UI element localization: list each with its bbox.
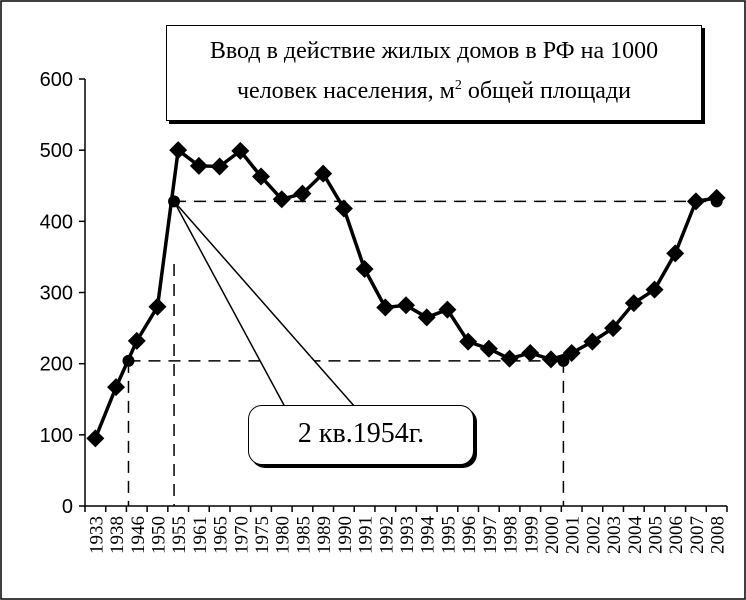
reference-point	[168, 195, 181, 208]
series-polyline	[93, 146, 717, 440]
x-tick-label: 1989	[314, 516, 335, 554]
x-tick-label: 1997	[480, 516, 501, 554]
markers	[86, 141, 726, 448]
data-point	[189, 156, 208, 175]
chart-title-line1: Ввод в действие жилых домов в РФ на 1000	[209, 38, 659, 64]
x-tick-label: 2004	[625, 516, 646, 555]
x-tick-label: 1998	[501, 516, 522, 554]
x-tick-label: 1980	[273, 516, 294, 554]
x-tick-label: 2000	[542, 516, 563, 554]
x-tick-label: 1985	[293, 516, 314, 554]
callout-pointer-shape	[173, 200, 357, 408]
data-point	[127, 331, 146, 350]
y-tick-label: 200	[40, 354, 73, 376]
data-point	[397, 296, 415, 315]
x-tick-label: 1950	[148, 516, 169, 554]
data-point	[541, 350, 560, 369]
x-tick-label: 1993	[397, 516, 418, 554]
data-point	[272, 190, 291, 209]
y-tick-label: 500	[40, 140, 73, 162]
data-point	[666, 244, 685, 263]
data-point	[438, 300, 457, 319]
x-tick-label: 1996	[459, 516, 480, 554]
x-tick-label: 1992	[376, 516, 397, 554]
x-tick-label: 2006	[666, 516, 687, 554]
x-tick-label: 1946	[128, 516, 149, 554]
x-tick-label: 2007	[687, 516, 708, 554]
data-point	[107, 378, 126, 397]
x-tick-label: 1933	[86, 516, 107, 554]
axes	[79, 78, 728, 512]
y-tick-label: 300	[40, 283, 73, 305]
reference-lines	[127, 200, 717, 506]
x-tick-label: 2005	[646, 516, 667, 554]
annotation-callout: 2 кв.1954г.	[248, 405, 474, 465]
data-point	[231, 141, 250, 160]
x-tick-label: 1965	[211, 516, 232, 554]
chart-title-box: Ввод в действие жилых домов в РФ на 1000…	[166, 25, 702, 121]
data-point	[148, 297, 167, 316]
data-point	[686, 192, 705, 211]
data-point	[521, 343, 540, 362]
series-line	[93, 146, 717, 440]
x-tick-label: 1975	[252, 516, 273, 554]
chart-title-line2-tail: общей площади	[461, 78, 632, 104]
data-point	[169, 141, 188, 160]
chart-title-line2: человек населения, м2 общей площади	[167, 78, 701, 105]
data-point	[417, 308, 436, 327]
x-tick-label: 2003	[604, 516, 625, 554]
y-tick-label: 100	[40, 425, 73, 447]
data-point	[583, 332, 602, 351]
x-tick-label: 1970	[231, 516, 252, 554]
x-tick-label: 1955	[169, 516, 190, 554]
x-tick-label: 1995	[438, 516, 459, 554]
callout-pointer	[173, 200, 357, 408]
y-tick-label: 400	[40, 211, 73, 233]
data-point	[500, 349, 519, 368]
reference-point	[557, 354, 570, 367]
x-tick-label: 1994	[418, 516, 439, 555]
data-point	[86, 429, 105, 448]
x-tick-label: 1991	[356, 516, 377, 554]
x-tick-label: 1938	[107, 516, 128, 554]
data-point	[459, 332, 478, 351]
chart-title-line2-text: человек населения, м	[236, 78, 455, 104]
data-point	[376, 298, 395, 317]
data-point	[604, 319, 623, 338]
data-point	[252, 167, 271, 186]
data-point	[210, 157, 229, 176]
x-tick-label: 1999	[521, 516, 542, 554]
reference-point	[122, 354, 135, 367]
data-point	[314, 164, 333, 183]
x-tick-label: 2008	[708, 516, 729, 554]
x-tick-label: 1961	[190, 516, 211, 554]
data-point	[479, 339, 498, 358]
data-point	[293, 184, 312, 203]
chart-title-superscript: 2	[454, 78, 462, 93]
x-tick-label: 2002	[583, 516, 604, 554]
data-point	[645, 280, 664, 299]
reference-point	[710, 195, 723, 208]
y-tick-label: 600	[40, 69, 73, 91]
x-tick-label: 1990	[335, 516, 356, 554]
y-tick-label: 0	[62, 496, 73, 518]
data-point	[334, 199, 353, 218]
x-tick-label: 2001	[563, 516, 584, 554]
data-point	[355, 260, 374, 279]
data-point	[624, 294, 643, 313]
